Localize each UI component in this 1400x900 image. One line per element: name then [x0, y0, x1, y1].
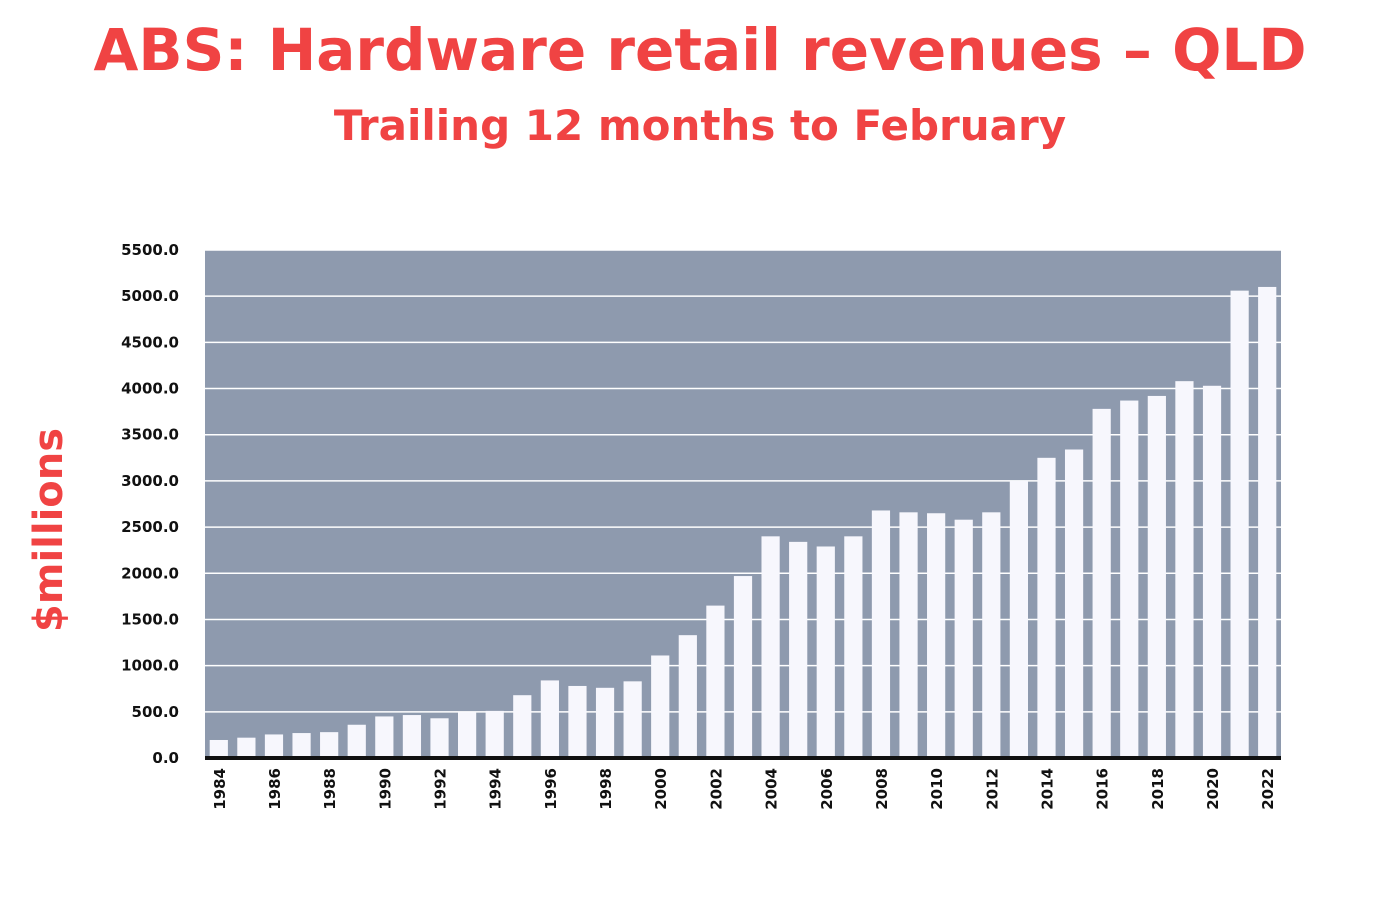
bar-2015 [1064, 449, 1084, 758]
bar-1987 [292, 733, 311, 758]
bar-1999 [623, 681, 642, 758]
bar-1995 [513, 695, 532, 758]
x-tick-label: 2018 [1149, 768, 1167, 810]
x-tick-label: 2010 [928, 768, 946, 810]
bar-2006 [816, 546, 835, 758]
bar-1990 [375, 716, 394, 758]
x-tick-label: 2014 [1038, 768, 1056, 810]
x-tick-label: 1998 [597, 768, 615, 810]
y-tick-label: 0.0 [152, 749, 179, 767]
x-tick-label: 1994 [487, 768, 505, 810]
x-tick-label: 1992 [432, 768, 450, 810]
y-tick-label: 5500.0 [121, 241, 179, 259]
bar-1985 [237, 737, 256, 758]
bar-2018 [1147, 395, 1166, 758]
y-axis-label: $millions [26, 428, 72, 632]
bar-1986 [264, 734, 284, 758]
y-tick-label: 3000.0 [121, 472, 179, 490]
bar-2011 [954, 519, 973, 758]
x-tick-label: 2020 [1204, 768, 1222, 810]
bar-1994 [485, 710, 504, 758]
bar-2008 [871, 510, 891, 758]
bar-1997 [568, 685, 587, 758]
y-tick-label: 500.0 [132, 703, 179, 721]
y-tick-label: 1000.0 [121, 657, 179, 675]
chart-title: ABS: Hardware retail revenues – QLD [93, 16, 1307, 84]
bar-1988 [320, 732, 339, 758]
x-tick-label: 2002 [707, 768, 725, 810]
y-tick-label: 2500.0 [121, 518, 179, 536]
x-tick-label: 1988 [321, 768, 339, 810]
bar-2017 [1120, 400, 1139, 758]
y-tick-label: 5000.0 [121, 287, 179, 305]
chart-subtitle: Trailing 12 months to February [333, 101, 1067, 150]
bar-2016 [1092, 408, 1111, 758]
x-tick-label: 2016 [1094, 768, 1112, 810]
bar-2001 [678, 635, 697, 758]
y-tick-label: 4500.0 [121, 333, 179, 351]
bar-2007 [844, 536, 863, 758]
x-axis-ticks: 1984 1986 1988 1990 1992 1994 1996 1998 2000 2002… [211, 768, 1277, 810]
bar-2009 [899, 512, 918, 758]
bar-2012 [982, 512, 1001, 758]
bar-1992 [430, 718, 449, 758]
x-tick-label: 2022 [1259, 768, 1277, 810]
bar-2021 [1230, 290, 1249, 758]
y-tick-label: 2000.0 [121, 564, 179, 582]
bar-1984 [209, 739, 228, 758]
x-tick-label: 2000 [652, 768, 670, 810]
bar-2005 [789, 541, 808, 758]
bar-2019 [1175, 381, 1194, 758]
y-tick-label: 4000.0 [121, 380, 179, 398]
bar-2014 [1037, 457, 1056, 758]
bar-1998 [595, 687, 615, 758]
x-tick-label: 2008 [873, 768, 891, 810]
x-tick-label: 1986 [266, 768, 284, 810]
y-axis-ticks: 0.0 500.0 1000.0 1500.0 2000.0 2500.0 3000.0 35… [121, 241, 179, 767]
bar-2010 [927, 513, 946, 758]
bar-2000 [651, 655, 670, 758]
x-tick-label: 1990 [376, 768, 394, 810]
bar-2020 [1202, 385, 1222, 758]
bar-2022 [1258, 286, 1277, 758]
bar-2002 [706, 605, 725, 758]
bar-2003 [733, 576, 753, 758]
bar-1989 [347, 724, 366, 758]
y-tick-label: 1500.0 [121, 610, 179, 628]
x-tick-label: 1984 [211, 768, 229, 810]
bar-1993 [457, 712, 477, 758]
x-tick-label: 2006 [818, 768, 836, 810]
y-tick-label: 3500.0 [121, 426, 179, 444]
bar-2013 [1009, 480, 1029, 758]
bar-2004 [761, 536, 780, 758]
x-tick-label: 1996 [542, 768, 560, 810]
x-tick-label: 2004 [763, 768, 781, 810]
bar-1996 [540, 680, 559, 758]
bar-1991 [402, 715, 422, 758]
bars [209, 286, 1277, 758]
x-tick-label: 2012 [983, 768, 1001, 810]
